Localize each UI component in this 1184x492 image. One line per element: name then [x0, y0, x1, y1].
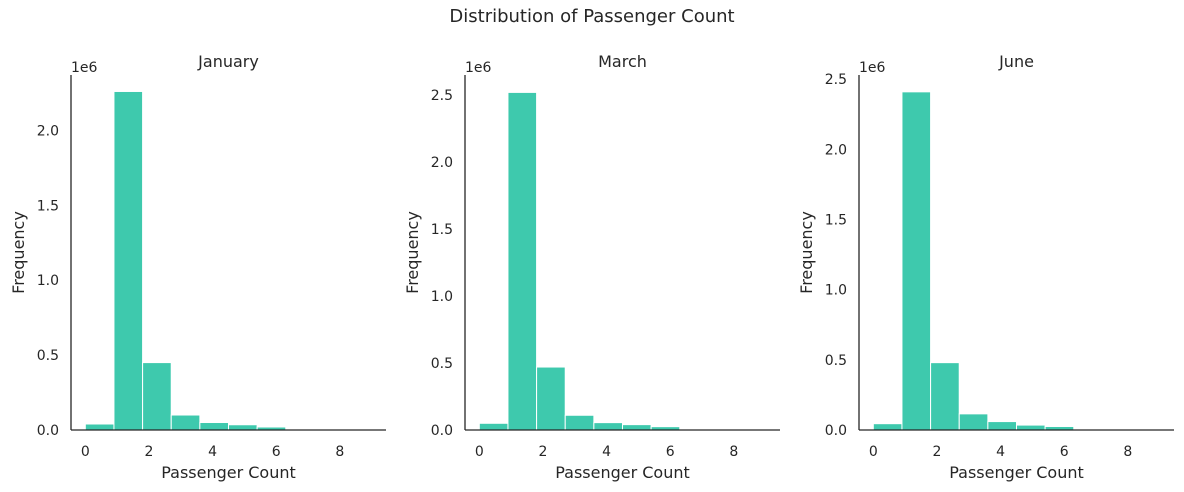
- histogram-bar: [987, 421, 1018, 431]
- y-axis-label: Frequency: [403, 211, 422, 294]
- y-tick-label: 2.0: [825, 142, 847, 158]
- y-tick-label: 0.0: [825, 423, 847, 439]
- y-scale-offset: 1e6: [71, 60, 98, 76]
- histogram-bar: [1016, 424, 1046, 431]
- x-tick-label: 0: [475, 444, 484, 460]
- x-tick-label: 2: [144, 444, 153, 460]
- y-axis-label: Frequency: [797, 211, 816, 294]
- histogram-bar: [958, 413, 989, 431]
- subplot-june: 0 2 4 6 8 0.0 0.5 1.0 1.5 2.0 2.5 1e6 June Passenger …: [797, 52, 1174, 482]
- figure-title: Distribution of Passenger Count: [449, 6, 735, 27]
- subplot-title: January: [197, 52, 259, 71]
- y-tick-label: 0.5: [825, 353, 847, 369]
- x-axis-label: Passenger Count: [949, 463, 1084, 482]
- histogram-bar: [622, 424, 652, 431]
- y-axis-label: Frequency: [9, 211, 28, 294]
- y-tick-label: 0.0: [431, 423, 453, 439]
- x-tick-label: 2: [932, 444, 941, 460]
- x-tick-label: 0: [869, 444, 878, 460]
- x-tick-label: 6: [666, 444, 675, 460]
- y-tick-label: 1.0: [825, 283, 847, 299]
- x-tick-label: 2: [538, 444, 547, 460]
- histogram-bar: [930, 362, 960, 431]
- subplot-january: 0 2 4 6 8 0.0 0.5 1.0 1.5 2.0 1e6 January Passenger …: [9, 52, 386, 482]
- x-axis-label: Passenger Count: [555, 463, 690, 482]
- x-axis-label: Passenger Count: [161, 463, 296, 482]
- x-tick-label: 8: [729, 444, 738, 460]
- y-scale-offset: 1e6: [465, 60, 492, 76]
- histogram-bar: [507, 91, 538, 431]
- y-tick-label: 2.5: [431, 88, 453, 104]
- subplot-title: June: [998, 52, 1034, 71]
- histogram-bar: [113, 90, 144, 431]
- y-scale-offset: 1e6: [859, 60, 886, 76]
- y-tick-label: 2.5: [825, 72, 847, 88]
- histogram-bar: [536, 366, 566, 431]
- x-tick-label: 4: [996, 444, 1005, 460]
- x-tick-label: 8: [1123, 444, 1132, 460]
- y-tick-label: 1.5: [431, 222, 453, 238]
- y-tick-label: 1.5: [37, 198, 59, 214]
- x-tick-label: 0: [81, 444, 90, 460]
- y-tick-label: 0.0: [37, 423, 59, 439]
- y-tick-label: 1.5: [825, 213, 847, 229]
- histogram-bar: [478, 422, 509, 431]
- y-tick-label: 1.0: [431, 289, 453, 305]
- subplot-march: 0 2 4 6 8 0.0 0.5 1.0 1.5 2.0 2.5 1e6 March Passenger…: [403, 52, 780, 482]
- x-tick-label: 4: [208, 444, 217, 460]
- x-tick-label: 6: [272, 444, 281, 460]
- histogram-bar: [142, 362, 172, 431]
- histogram-bar: [170, 414, 201, 431]
- histogram-bar: [901, 91, 932, 431]
- y-tick-label: 0.5: [431, 356, 453, 372]
- y-tick-label: 2.0: [431, 155, 453, 171]
- x-tick-label: 4: [602, 444, 611, 460]
- histogram-bar: [593, 422, 624, 431]
- y-tick-label: 2.0: [37, 123, 59, 139]
- x-tick-label: 8: [335, 444, 344, 460]
- y-tick-label: 0.5: [37, 348, 59, 364]
- histogram-bar: [199, 422, 229, 431]
- y-tick-label: 1.0: [37, 273, 59, 289]
- histogram-bar: [84, 423, 115, 431]
- histogram-bar: [564, 414, 595, 431]
- histogram-bar: [872, 423, 903, 431]
- histogram-bar: [228, 424, 258, 431]
- x-tick-label: 6: [1060, 444, 1069, 460]
- subplot-title: March: [598, 52, 647, 71]
